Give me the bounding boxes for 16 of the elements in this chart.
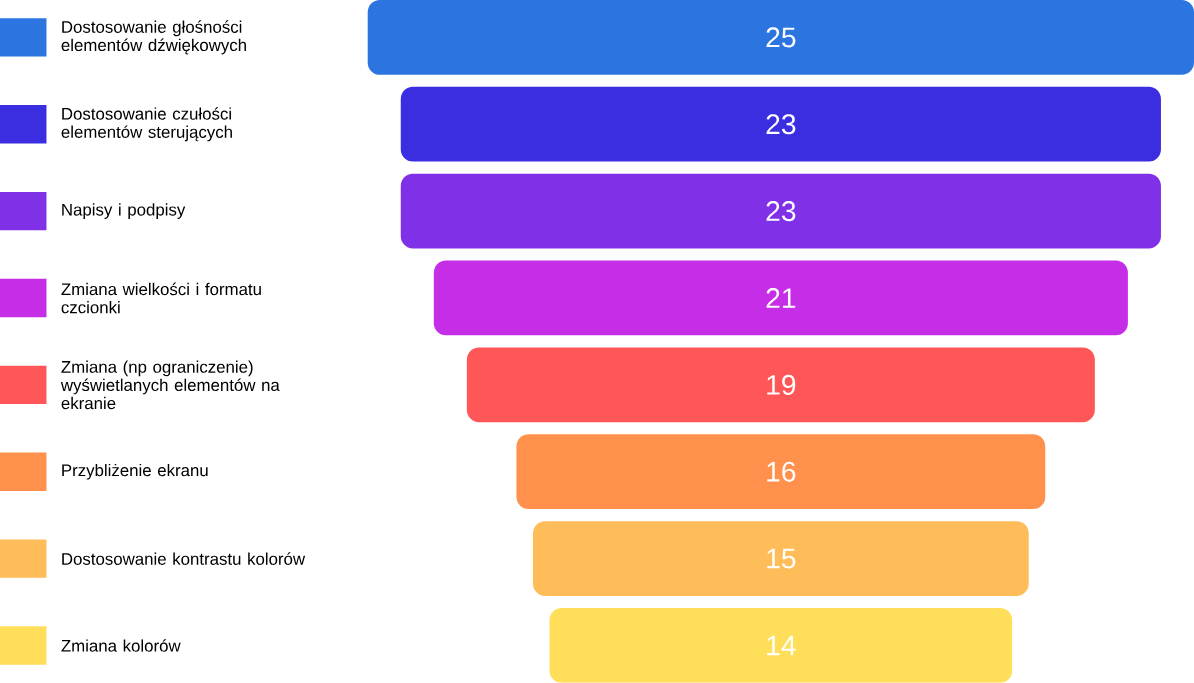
category-label: Napisy i podpisy (62, 203, 186, 220)
data-label: 16 (767, 461, 796, 482)
category-label: Zmiana wielkości i formatu czcionki (61, 282, 261, 314)
data-label: 25 (766, 27, 796, 48)
data-label: 15 (767, 548, 796, 569)
category-label: Zmiana kolorów (61, 639, 181, 652)
category-label: Dostosowanie głośności elementów dźwiękowych (61, 20, 246, 55)
data-label: 14 (767, 635, 796, 656)
data-label: 19 (767, 374, 796, 395)
category-label: Zmiana (np ograniczenie) wyświetlanych elementów na ekranie (60, 360, 280, 410)
category-label: Dostosowanie czułości elementów sterujących (61, 107, 232, 142)
data-label: 23 (766, 114, 796, 135)
category-label: Przybliżenie ekranu (62, 463, 208, 480)
category-label: Dostosowanie kontrastu kolorów (62, 552, 306, 565)
data-label: 21 (766, 288, 796, 308)
data-label: 23 (766, 201, 796, 222)
